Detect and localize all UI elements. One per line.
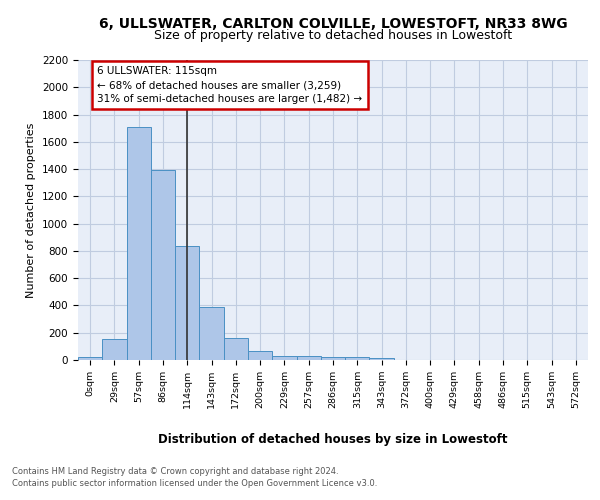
Y-axis label: Number of detached properties: Number of detached properties (26, 122, 37, 298)
Text: 6, ULLSWATER, CARLTON COLVILLE, LOWESTOFT, NR33 8WG: 6, ULLSWATER, CARLTON COLVILLE, LOWESTOF… (98, 18, 568, 32)
Text: Size of property relative to detached houses in Lowestoft: Size of property relative to detached ho… (154, 29, 512, 42)
Bar (224, 338, 248, 360)
Bar (370, 358, 394, 360)
Text: 6 ULLSWATER: 115sqm
← 68% of detached houses are smaller (3,259)
31% of semi-det: 6 ULLSWATER: 115sqm ← 68% of detached ho… (97, 66, 362, 104)
Bar (102, 339, 127, 360)
Bar (345, 358, 370, 360)
Text: Contains HM Land Registry data © Crown copyright and database right 2024.: Contains HM Land Registry data © Crown c… (12, 468, 338, 476)
Bar (272, 356, 296, 360)
Bar (151, 170, 175, 360)
Text: Contains public sector information licensed under the Open Government Licence v3: Contains public sector information licen… (12, 479, 377, 488)
Bar (321, 356, 345, 360)
Bar (296, 356, 321, 360)
Bar (175, 246, 199, 360)
Text: Distribution of detached houses by size in Lowestoft: Distribution of detached houses by size … (158, 432, 508, 446)
Bar (78, 358, 102, 360)
Bar (199, 307, 224, 360)
Bar (127, 127, 151, 360)
Bar (248, 350, 272, 360)
